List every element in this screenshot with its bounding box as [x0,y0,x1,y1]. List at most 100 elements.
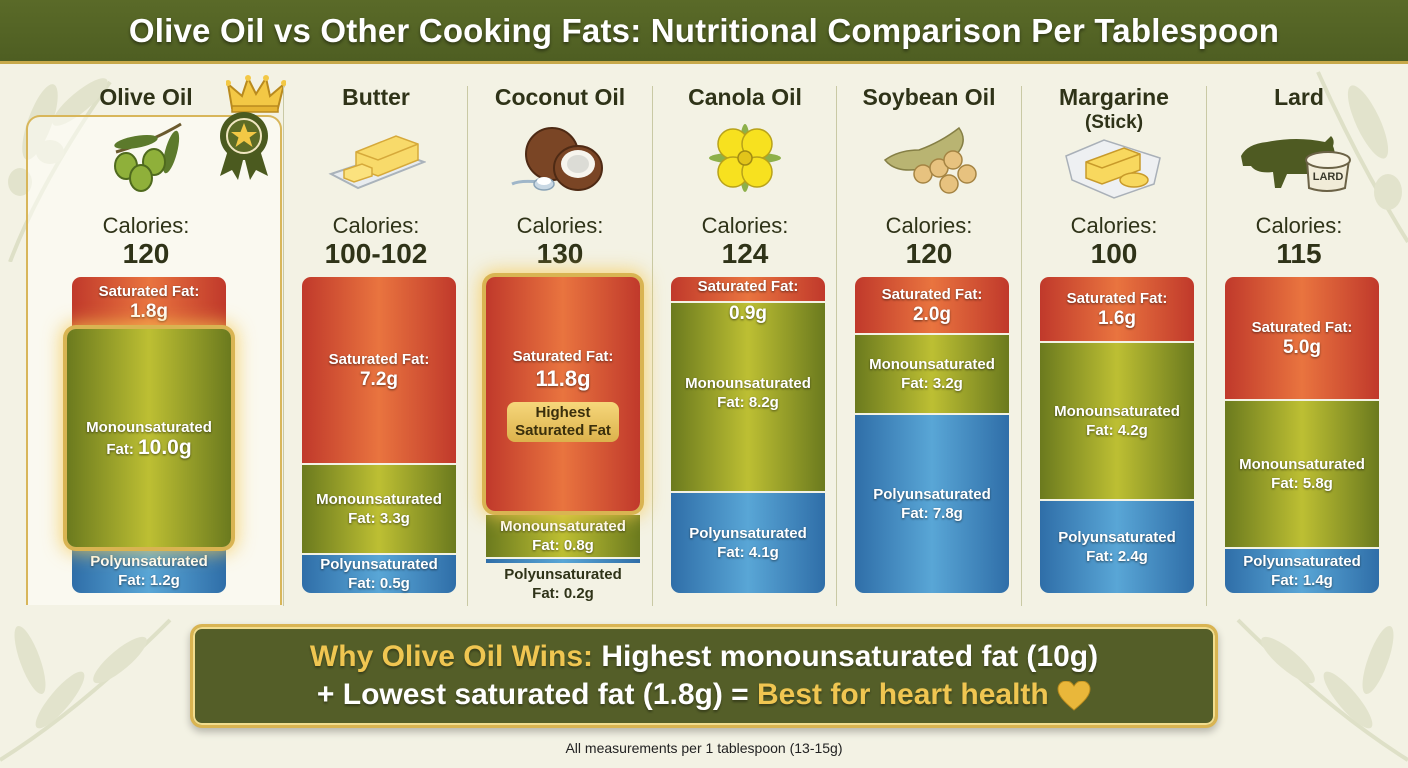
fat-stacked-bar: Saturated Fat: 5.0g Monounsaturated Fat:… [1225,277,1379,593]
segment-fat-prefix: Fat: [348,575,376,592]
column-divider [836,86,837,606]
segment-label: Polyunsaturated [873,486,991,503]
saturated-fat-segment: Saturated Fat: 1.6g [1040,277,1194,341]
calories-value: 100-102 [324,238,428,269]
polyunsaturated-fat-segment: Polyunsaturated Fat: 4.1g [671,491,825,593]
fat-name: Olive Oil [99,84,193,110]
segment-fat-prefix: Fat: [717,394,745,411]
segment-value: 1.2g [149,572,180,589]
segment-value: 3.2g [932,375,963,392]
segment-fat-prefix: Fat: [118,572,146,589]
calories-label: Calories: [332,213,420,238]
polyunsaturated-fat-segment: Polyunsaturated Fat: 0.5g [302,553,456,593]
segment-value: 10.0g [137,435,192,459]
polyunsaturated-fat-segment: Polyunsaturated Fat: 7.8g [855,413,1009,593]
monounsaturated-fat-segment: Monounsaturated Fat: 10.0g [67,329,231,547]
column-divider [1021,86,1022,606]
polyunsaturated-fat-segment: Polyunsaturated Fat: 2.4g [1040,499,1194,593]
calories-label: Calories: [1255,213,1343,238]
fat-name: Lard [1274,84,1324,110]
badge-line-1: Highest [535,403,591,421]
fat-column-margarine: Margarine (Stick) Calories: 100 Saturate… [1022,70,1206,610]
saturated-fat-value: 0.9g [728,303,768,324]
highest-saturated-fat-badge: Highest Saturated Fat [507,401,619,442]
calories-value: 100 [1090,238,1138,269]
olive-branch-decoration-icon [1316,71,1408,244]
segment-value: 0.2g [563,585,594,602]
segment-label: Saturated Fat: [881,286,983,303]
footnote: All measurements per 1 tablespoon (13-15… [565,740,843,756]
segment-value: 5.8g [1302,475,1333,492]
fat-stacked-bar: Saturated Fat: 11.8g Highest Saturated F… [486,277,640,602]
monounsaturated-fat-segment: Monounsaturated Fat: 4.2g [1040,341,1194,499]
segment-value: 2.0g [912,304,952,325]
fat-column-canola-oil: Canola Oil Calories: 124 Saturated Fat: … [653,70,837,610]
polyunsaturated-fat-segment: Polyunsaturated Fat: 1.2g [72,549,226,593]
saturated-fat-segment: Saturated Fat: [671,277,825,301]
calories-value: 130 [536,238,584,269]
segment-fat-prefix: Fat: [901,505,929,522]
segment-fat-prefix: Fat: [1271,475,1299,492]
segment-fat-prefix: Fat: [901,375,929,392]
summary-text: Highest monounsaturated fat (10g) [593,640,1099,673]
calories-value: 124 [721,238,769,269]
segment-value: 4.2g [1117,422,1148,439]
segment-label: Saturated Fat: [98,283,200,300]
fat-stacked-bar: Saturated Fat: 0.9g Monounsaturated Fat:… [671,277,825,593]
calories-label: Calories: [102,213,190,238]
fat-column-coconut-oil: Coconut Oil Calories: 130 Saturated Fat:… [468,70,652,610]
segment-value: 3.3g [379,510,410,527]
column-divider [1206,86,1207,606]
summary-highlight: Why Olive Oil Wins: [309,640,594,673]
badge-line-2: Saturated Fat [515,421,611,439]
segment-label: Monounsaturated [316,491,442,508]
segment-value: 11.8g [535,365,591,391]
monounsaturated-fat-segment: Monounsaturated Fat: 3.2g [855,333,1009,413]
summary-banner: Why Olive Oil Wins: Highest monounsatura… [190,624,1218,728]
olive-branch-decoration-icon [0,618,172,762]
fat-subtitle: (Stick) [1084,112,1144,133]
segment-label: Monounsaturated [1239,456,1365,473]
page-title: Olive Oil vs Other Cooking Fats: Nutriti… [128,11,1280,49]
summary-line-1: Why Olive Oil Wins: Highest monounsatura… [310,638,1098,676]
monounsaturated-fat-segment: Monounsaturated Fat: 3.3g [302,463,456,553]
olive-branch-icon [114,122,182,192]
segment-value: 1.8g [129,301,169,322]
summary-text: + Lowest saturated fat (1.8g) = [316,678,758,711]
segment-fat-prefix: Fat: [106,440,134,458]
saturated-fat-segment: Saturated Fat: 7.2g [302,277,456,463]
segment-value: 4.1g [748,544,779,561]
fat-column-soybean-oil: Soybean Oil Calories: 120 Saturated Fat:… [837,70,1021,610]
segment-fat-prefix: Fat: [348,510,376,527]
column-divider [283,86,284,606]
segment-label: Polyunsaturated [689,525,807,542]
segment-label: Monounsaturated [869,356,995,373]
segment-value: 1.4g [1302,572,1333,589]
segment-fat-prefix: Fat: [717,544,745,561]
segment-value: 5.0g [1282,337,1322,358]
segment-value: 8.2g [748,394,779,411]
fat-name: Margarine [1059,84,1169,110]
canola-flower-icon [709,124,781,192]
fat-stacked-bar: Saturated Fat: 1.6g Monounsaturated Fat:… [1040,277,1194,593]
polyunsaturated-fat-segment: Polyunsaturated Fat: 1.4g [1225,547,1379,593]
column-divider [467,86,468,606]
segment-label: Saturated Fat: [512,347,614,365]
monounsaturated-fat-segment: Monounsaturated Fat: 0.8g [486,515,640,557]
segment-value: 1.6g [1097,308,1137,329]
title-bar: Olive Oil vs Other Cooking Fats: Nutriti… [0,0,1408,64]
margarine-stick-icon [1065,139,1161,199]
segment-fat-prefix: Fat: [532,537,560,554]
saturated-fat-segment: Saturated Fat: 2.0g [855,277,1009,333]
calories-label: Calories: [701,213,789,238]
fat-stacked-bar: Saturated Fat: 2.0g Monounsaturated Fat:… [855,277,1009,593]
segment-value: 2.4g [1117,548,1148,565]
fat-name: Butter [342,84,410,110]
calories-label: Calories: [1070,213,1158,238]
saturated-fat-segment: Saturated Fat: 1.8g [72,277,226,327]
calories-value: 120 [122,238,170,269]
summary-line-2: + Lowest saturated fat (1.8g) = Best for… [317,676,1091,714]
segment-label: Polyunsaturated [1058,529,1176,546]
olive-branch-decoration-icon [1236,618,1408,762]
segment-label: Saturated Fat: [1251,319,1353,336]
